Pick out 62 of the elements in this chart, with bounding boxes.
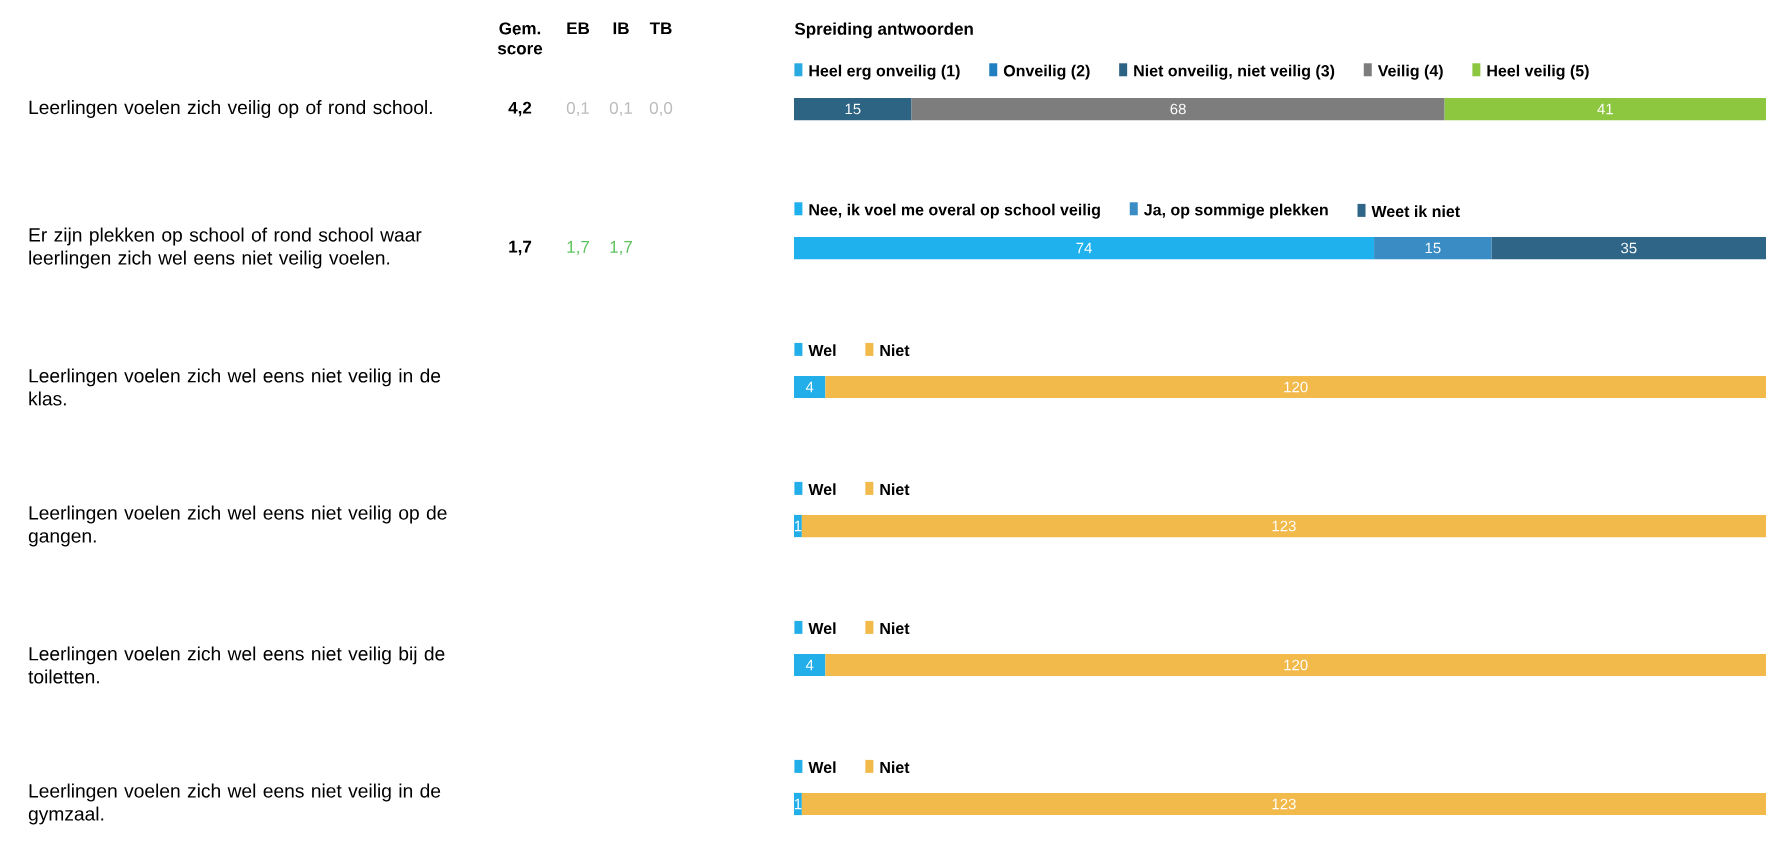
y-tick-label: Leerlingen voelen zich wel eens niet veilig in de gymzaal. bbox=[28, 783, 441, 825]
legend-label: Niet bbox=[880, 483, 910, 496]
text: Wel bbox=[808, 344, 836, 357]
data-label: 41 bbox=[1597, 103, 1613, 115]
text: 1,7 bbox=[610, 241, 632, 255]
data-label: 15 bbox=[1425, 242, 1441, 254]
y-tick-label: Leerlingen voelen zich wel eens niet veilig bij de toiletten. bbox=[28, 646, 445, 684]
text: EB bbox=[567, 22, 590, 35]
text: 0,1 bbox=[566, 101, 589, 117]
text: TB bbox=[649, 22, 672, 35]
legend-label: Weet ik niet bbox=[1371, 205, 1460, 218]
text: 1,7 bbox=[509, 240, 532, 256]
text: Wel bbox=[808, 761, 836, 774]
bar bbox=[825, 653, 1766, 677]
text: Spreiding antwoorden bbox=[794, 22, 973, 39]
legend-label: Nee, ik voel me overal op school veilig bbox=[809, 203, 1100, 219]
bar bbox=[794, 97, 912, 121]
data-label: 4 bbox=[805, 381, 814, 393]
y-tick-label: Er zijn plekken op school of rond school waar leerlingen zich wel eens niet veilig voelen. bbox=[29, 227, 422, 269]
legend-label: Heel erg onveilig (1) bbox=[809, 64, 960, 80]
bar bbox=[794, 792, 802, 816]
text: Gem. score bbox=[497, 22, 543, 55]
legend-label: Onveilig (2) bbox=[1003, 64, 1090, 80]
bar bbox=[794, 514, 802, 538]
y-tick-label: Leerlingen voelen zich veilig op of rond school. bbox=[29, 100, 432, 118]
bar bbox=[801, 514, 1766, 538]
text: IB bbox=[613, 22, 629, 35]
bar bbox=[794, 236, 1375, 260]
bar bbox=[794, 653, 826, 677]
text: Wel bbox=[808, 622, 836, 635]
data-label: 35 bbox=[1621, 242, 1637, 254]
bar bbox=[1444, 97, 1766, 121]
legend-label: Wel bbox=[808, 483, 836, 496]
legend-label: Ja, op sommige plekken bbox=[1144, 203, 1328, 219]
text: 0,1 bbox=[609, 101, 632, 117]
data-label: 123 bbox=[1272, 520, 1296, 532]
text: 0,0 bbox=[649, 101, 673, 117]
text: Niet bbox=[880, 761, 910, 774]
data-label: 123 bbox=[1272, 798, 1296, 810]
data-label: 1 bbox=[794, 798, 802, 810]
data-label: 74 bbox=[1076, 242, 1092, 254]
bar bbox=[825, 375, 1766, 399]
data-label: 120 bbox=[1284, 381, 1308, 393]
text: Niet bbox=[880, 622, 910, 635]
bar bbox=[794, 375, 826, 399]
text: Niet bbox=[880, 344, 910, 357]
y-tick-label: Leerlingen voelen zich wel eens niet veilig op de gangen. bbox=[28, 505, 447, 547]
data-label: 1 bbox=[794, 520, 802, 532]
data-label: 15 bbox=[845, 103, 861, 115]
bar bbox=[1374, 236, 1492, 260]
data-label: 68 bbox=[1170, 103, 1186, 115]
text: 4,2 bbox=[508, 101, 532, 117]
y-tick-label: Leerlingen voelen zich wel eens niet veilig in de klas. bbox=[29, 368, 441, 406]
legend-label: Veilig (4) bbox=[1377, 64, 1443, 80]
bar bbox=[801, 792, 1766, 816]
text: 1,7 bbox=[567, 241, 589, 255]
bar bbox=[1491, 236, 1766, 260]
legend-label: Heel veilig (5) bbox=[1487, 64, 1589, 80]
bar bbox=[911, 97, 1445, 121]
data-label: 4 bbox=[805, 659, 814, 671]
data-label: 120 bbox=[1284, 659, 1308, 671]
legend-label: Niet onveilig, niet veilig (3) bbox=[1134, 64, 1335, 80]
